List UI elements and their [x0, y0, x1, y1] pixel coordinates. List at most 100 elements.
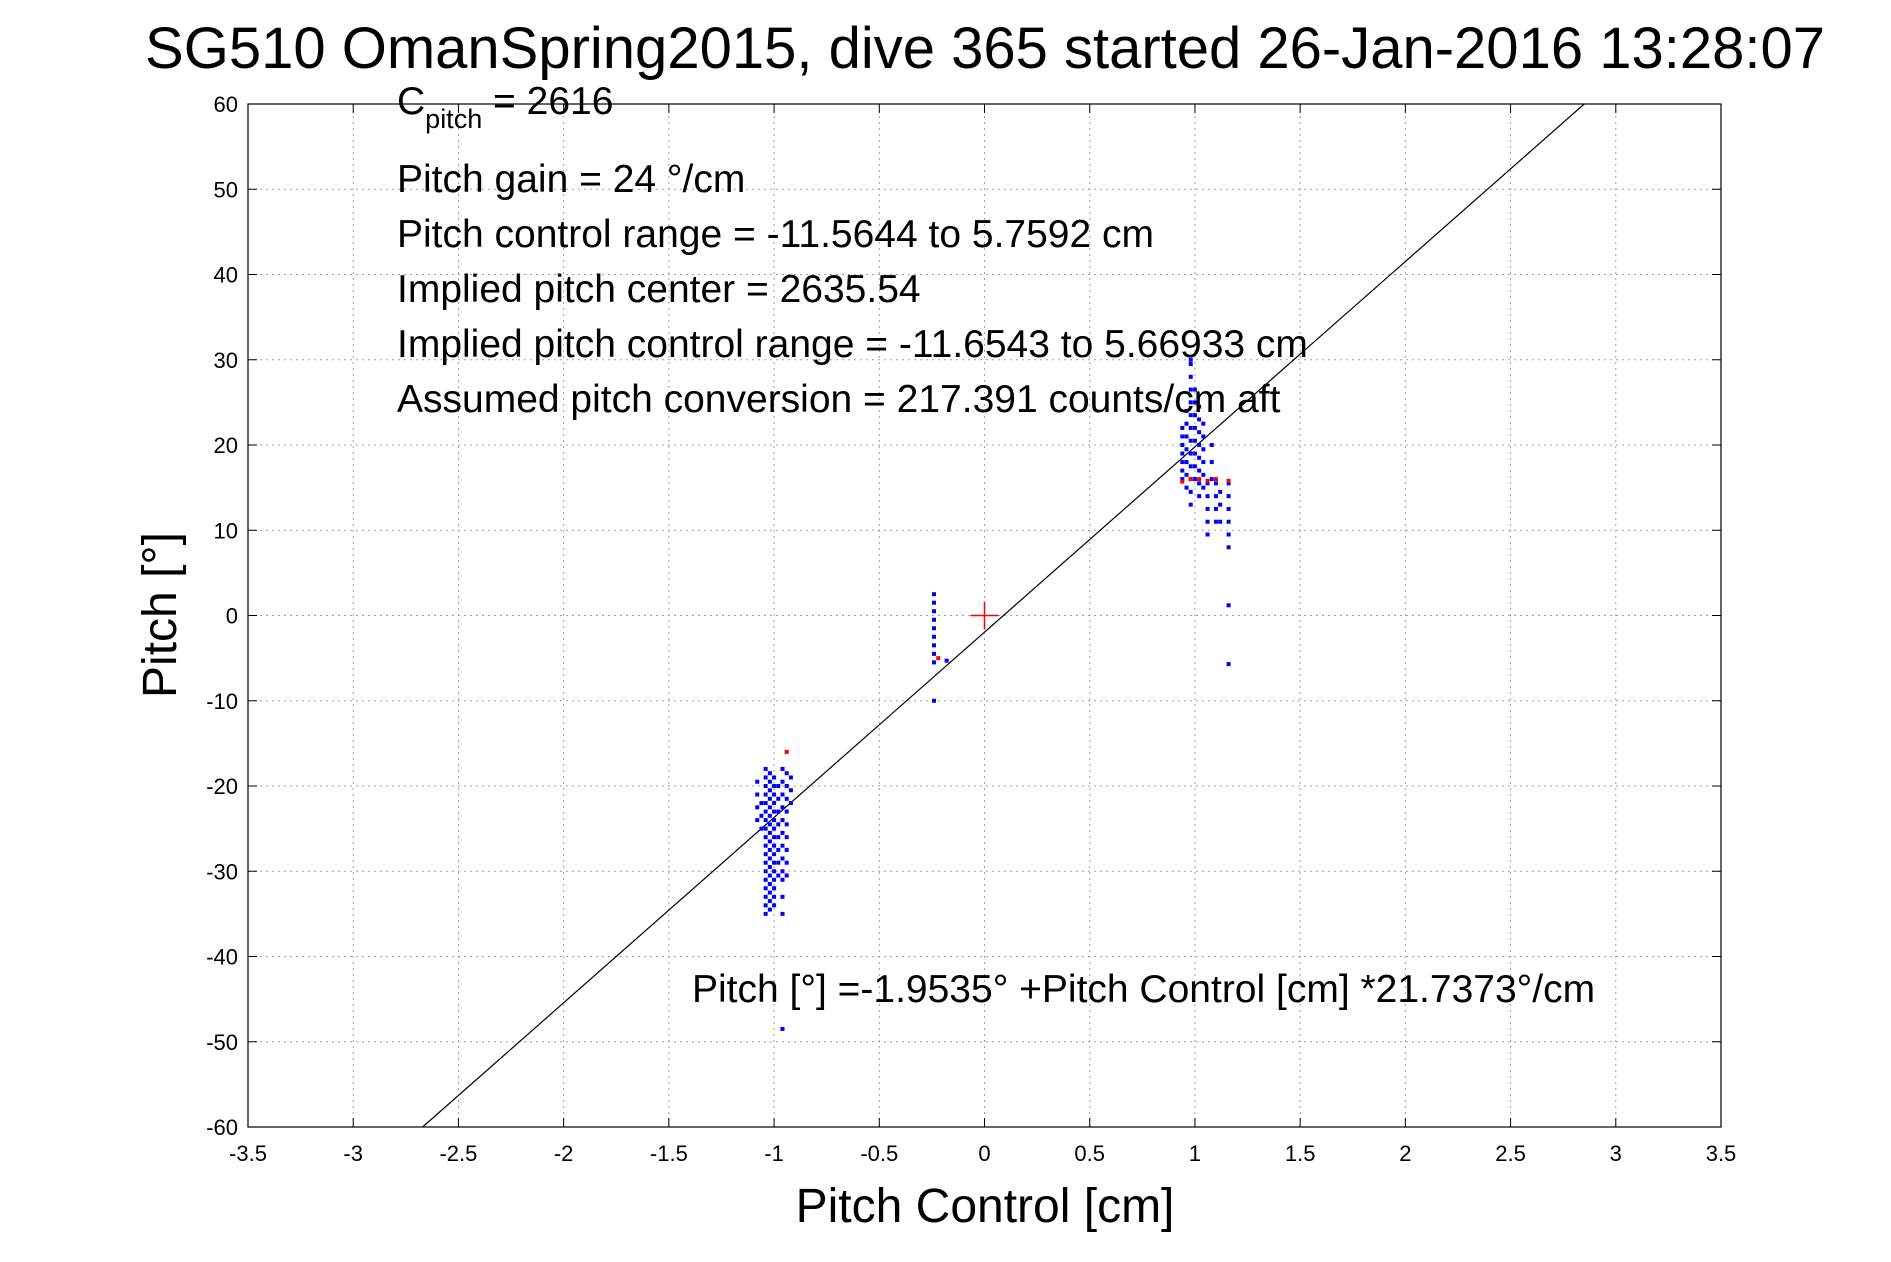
data-point: [1180, 425, 1185, 430]
flagged-data-point: [1188, 477, 1193, 482]
data-point: [767, 788, 772, 793]
data-point: [776, 835, 781, 840]
data-point: [772, 886, 777, 891]
data-point: [755, 805, 760, 810]
data-point: [1205, 532, 1210, 537]
data-point: [767, 882, 772, 887]
data-point: [1192, 451, 1197, 456]
data-point: [772, 826, 777, 831]
data-point: [1205, 519, 1210, 524]
data-point: [780, 1026, 785, 1031]
data-point: [1213, 506, 1218, 511]
data-point: [931, 634, 936, 639]
data-point: [763, 886, 768, 891]
data-point: [1213, 494, 1218, 499]
y-tick-label: -30: [206, 859, 238, 884]
data-point: [780, 843, 785, 848]
data-point: [1184, 460, 1189, 465]
x-tick-label: -1: [764, 1141, 784, 1166]
data-point: [772, 843, 777, 848]
data-point: [1188, 464, 1193, 469]
data-point: [931, 600, 936, 605]
data-point: [772, 860, 777, 865]
data-point: [1201, 421, 1206, 426]
data-point: [931, 592, 936, 597]
data-point: [788, 775, 793, 780]
data-point: [763, 903, 768, 908]
data-point: [772, 903, 777, 908]
y-axis-label: Pitch [°]: [134, 532, 187, 698]
x-tick-label: 3.5: [1706, 1141, 1737, 1166]
y-tick-label: -50: [206, 1030, 238, 1055]
data-point: [767, 899, 772, 904]
control-range-annotation: Pitch control range = -11.5644 to 5.7592…: [397, 213, 1154, 256]
x-tick-labels: -3.5 -3 -2.5 -2 -1.5 -1 -0.5 0 0.5 1 1.5 2 2.5 3 3.5: [229, 1141, 1736, 1166]
data-point: [931, 651, 936, 656]
data-point: [1184, 408, 1189, 413]
data-point: [1226, 494, 1231, 499]
data-point: [1226, 545, 1231, 550]
flagged-data-point: [936, 656, 941, 661]
data-point: [788, 788, 793, 793]
flagged-data-point: [784, 749, 789, 754]
data-point: [1192, 413, 1197, 418]
x-tick-label: 0.5: [1074, 1141, 1105, 1166]
data-point: [767, 890, 772, 895]
data-point: [763, 809, 768, 814]
data-point: [776, 873, 781, 878]
c-pitch-value: = 2616: [482, 80, 613, 123]
data-point: [1184, 447, 1189, 452]
x-tick-label: -1.5: [650, 1141, 688, 1166]
data-point: [788, 801, 793, 806]
x-tick-label: 1.5: [1285, 1141, 1316, 1166]
data-point: [1201, 447, 1206, 452]
flagged-data-point: [1197, 477, 1202, 482]
data-point: [1188, 362, 1193, 367]
data-point: [767, 864, 772, 869]
flagged-data-point: [1213, 477, 1218, 482]
data-point: [763, 852, 768, 857]
ticks: [247, 103, 1722, 1128]
chart-title: SG510 OmanSpring2015, dive 365 started 2…: [145, 16, 1825, 81]
data-point: [1180, 477, 1185, 482]
data-point: [1188, 387, 1193, 392]
data-point: [763, 835, 768, 840]
y-tick-label: 50: [214, 177, 238, 202]
data-point: [776, 860, 781, 865]
data-point: [767, 813, 772, 818]
data-point: [1192, 425, 1197, 430]
data-point: [784, 847, 789, 852]
data-point: [767, 839, 772, 844]
y-tick-label: 10: [214, 518, 238, 543]
data-point: [759, 813, 764, 818]
data-point: [1180, 468, 1185, 473]
data-point: [776, 809, 781, 814]
data-point: [763, 784, 768, 788]
data-point: [1197, 494, 1202, 499]
data-point: [1180, 443, 1185, 447]
data-point: [755, 818, 760, 823]
y-tick-label: 0: [226, 604, 238, 629]
data-point: [1197, 455, 1202, 460]
x-tick-label: 0: [978, 1141, 990, 1166]
data-point: [944, 658, 949, 663]
data-point: [1218, 519, 1223, 524]
x-tick-label: -2.5: [439, 1141, 477, 1166]
data-point: [1188, 413, 1193, 418]
data-point: [1180, 451, 1185, 456]
data-point: [931, 643, 936, 648]
data-point: [1209, 477, 1214, 482]
data-point: [931, 617, 936, 622]
data-point: [767, 805, 772, 810]
data-point: [763, 818, 768, 823]
x-tick-label: -0.5: [860, 1141, 898, 1166]
data-point: [755, 779, 760, 784]
pitch-gain-annotation: Pitch gain = 24 °/cm: [397, 158, 745, 201]
data-point: [1188, 357, 1193, 362]
data-point: [772, 775, 777, 780]
data-point: [772, 818, 777, 823]
data-point: [1209, 460, 1214, 465]
data-point: [1205, 481, 1210, 486]
